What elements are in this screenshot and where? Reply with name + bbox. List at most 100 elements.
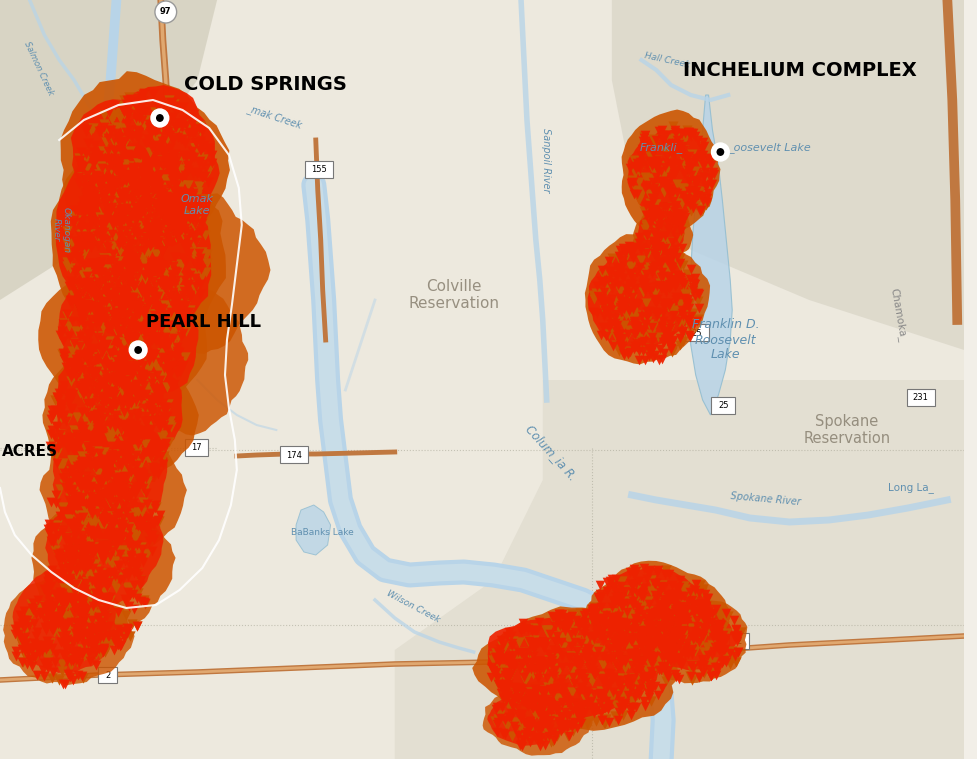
Point — [656, 272, 671, 285]
Point — [126, 281, 142, 293]
Point — [69, 250, 85, 262]
FancyBboxPatch shape — [98, 667, 117, 683]
Point — [577, 645, 593, 657]
Point — [648, 637, 663, 649]
Point — [530, 684, 545, 696]
Point — [106, 499, 122, 512]
Point — [72, 348, 88, 360]
Point — [639, 228, 655, 240]
Point — [135, 265, 150, 277]
Point — [41, 600, 57, 612]
Point — [107, 294, 123, 306]
Point — [153, 267, 169, 279]
Point — [162, 326, 178, 339]
Point — [16, 635, 31, 647]
Point — [84, 622, 100, 635]
Point — [83, 184, 99, 196]
Point — [625, 639, 641, 651]
Point — [128, 515, 144, 527]
Point — [605, 251, 620, 263]
Point — [653, 603, 668, 615]
Point — [658, 201, 673, 213]
Point — [666, 201, 682, 213]
Point — [145, 334, 160, 346]
Point — [123, 124, 139, 137]
Point — [596, 633, 612, 645]
Point — [653, 240, 668, 252]
Point — [17, 638, 32, 650]
Point — [665, 224, 681, 236]
Point — [36, 657, 52, 669]
Point — [183, 110, 198, 122]
Point — [726, 614, 742, 626]
Point — [157, 197, 173, 209]
Point — [60, 225, 75, 237]
Point — [704, 166, 720, 178]
Point — [79, 546, 95, 559]
Point — [156, 429, 172, 441]
Point — [594, 700, 610, 712]
Point — [690, 613, 705, 625]
Point — [172, 212, 188, 224]
Point — [592, 579, 608, 591]
Point — [69, 656, 85, 668]
Point — [17, 638, 32, 650]
Point — [147, 279, 162, 291]
Point — [85, 184, 101, 196]
Point — [91, 390, 106, 402]
Point — [663, 337, 679, 349]
Point — [95, 220, 110, 232]
Point — [700, 618, 715, 630]
Point — [65, 607, 81, 619]
Point — [531, 616, 546, 628]
Point — [66, 294, 82, 307]
Point — [628, 647, 644, 660]
Point — [98, 368, 113, 380]
Point — [648, 297, 663, 309]
Point — [648, 639, 663, 651]
Point — [619, 606, 635, 618]
Point — [116, 101, 132, 113]
Point — [533, 710, 549, 722]
Point — [572, 660, 587, 672]
Point — [53, 627, 68, 639]
Point — [105, 228, 120, 241]
Point — [126, 362, 142, 374]
Point — [90, 381, 106, 393]
Point — [616, 690, 631, 702]
Point — [665, 618, 681, 630]
Point — [43, 611, 59, 623]
Point — [619, 597, 635, 609]
Point — [566, 612, 581, 624]
Point — [134, 206, 149, 218]
Point — [64, 465, 79, 477]
Point — [650, 311, 665, 323]
Point — [132, 149, 148, 161]
Point — [106, 572, 122, 584]
Point — [110, 559, 126, 571]
Point — [161, 192, 177, 204]
Point — [173, 317, 189, 329]
Point — [614, 306, 629, 318]
Point — [100, 472, 115, 484]
Point — [109, 374, 125, 386]
Point — [648, 165, 663, 178]
Point — [546, 630, 562, 642]
Point — [506, 720, 522, 732]
Point — [678, 194, 694, 206]
Point — [68, 556, 84, 568]
Point — [25, 603, 41, 616]
Point — [651, 634, 666, 646]
Point — [62, 396, 77, 408]
Point — [537, 689, 553, 701]
Point — [620, 642, 636, 654]
Point — [126, 319, 142, 331]
Point — [612, 293, 627, 305]
Point — [70, 177, 86, 189]
Point — [68, 353, 84, 365]
Point — [654, 651, 669, 663]
Point — [701, 187, 716, 200]
Point — [32, 608, 48, 620]
Point — [659, 589, 675, 601]
Point — [151, 388, 167, 400]
